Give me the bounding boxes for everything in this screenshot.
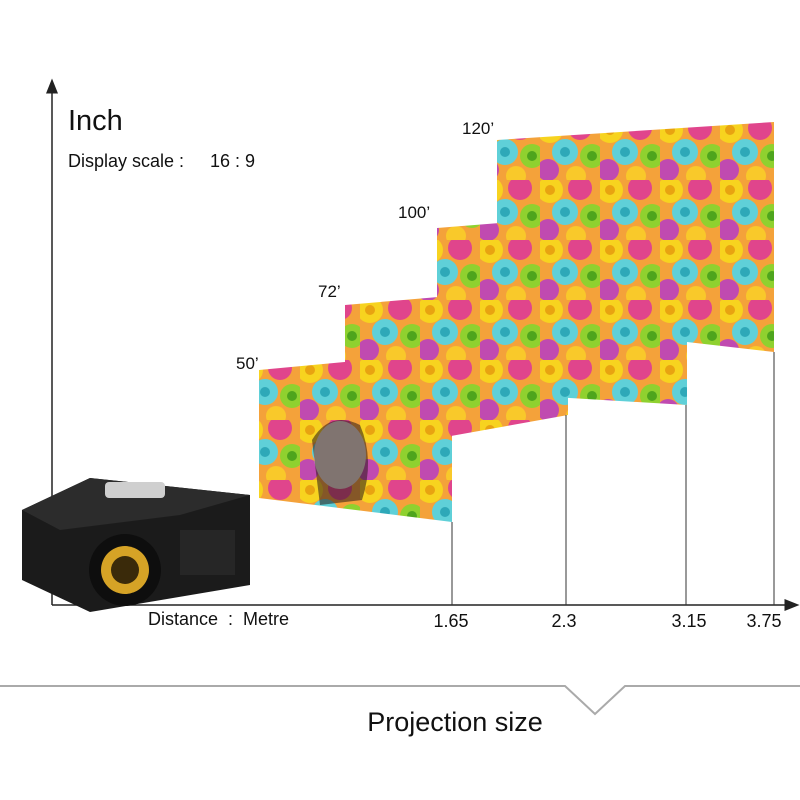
screen-size: 100’ xyxy=(398,203,430,222)
distance-value: 1.65 xyxy=(433,611,468,631)
vertical-axis-label: Inch xyxy=(68,105,123,137)
footer-title: Projection size xyxy=(367,707,543,737)
display-scale: 16 : 9 xyxy=(210,151,255,171)
distance-value: 3.75 xyxy=(746,611,781,631)
distance-value: 2.3 xyxy=(551,611,576,631)
footer-divider xyxy=(0,685,800,716)
display-scale-label: Display scale : xyxy=(68,151,184,171)
screen-size: 72’ xyxy=(318,282,341,301)
distance-value: 3.15 xyxy=(671,611,706,631)
hair xyxy=(312,420,369,505)
screen-size: 50’ xyxy=(236,354,259,373)
screen-size: 120’ xyxy=(462,119,494,138)
projector xyxy=(22,478,250,612)
horizontal-axis-label: Distance : Metre xyxy=(148,609,289,629)
